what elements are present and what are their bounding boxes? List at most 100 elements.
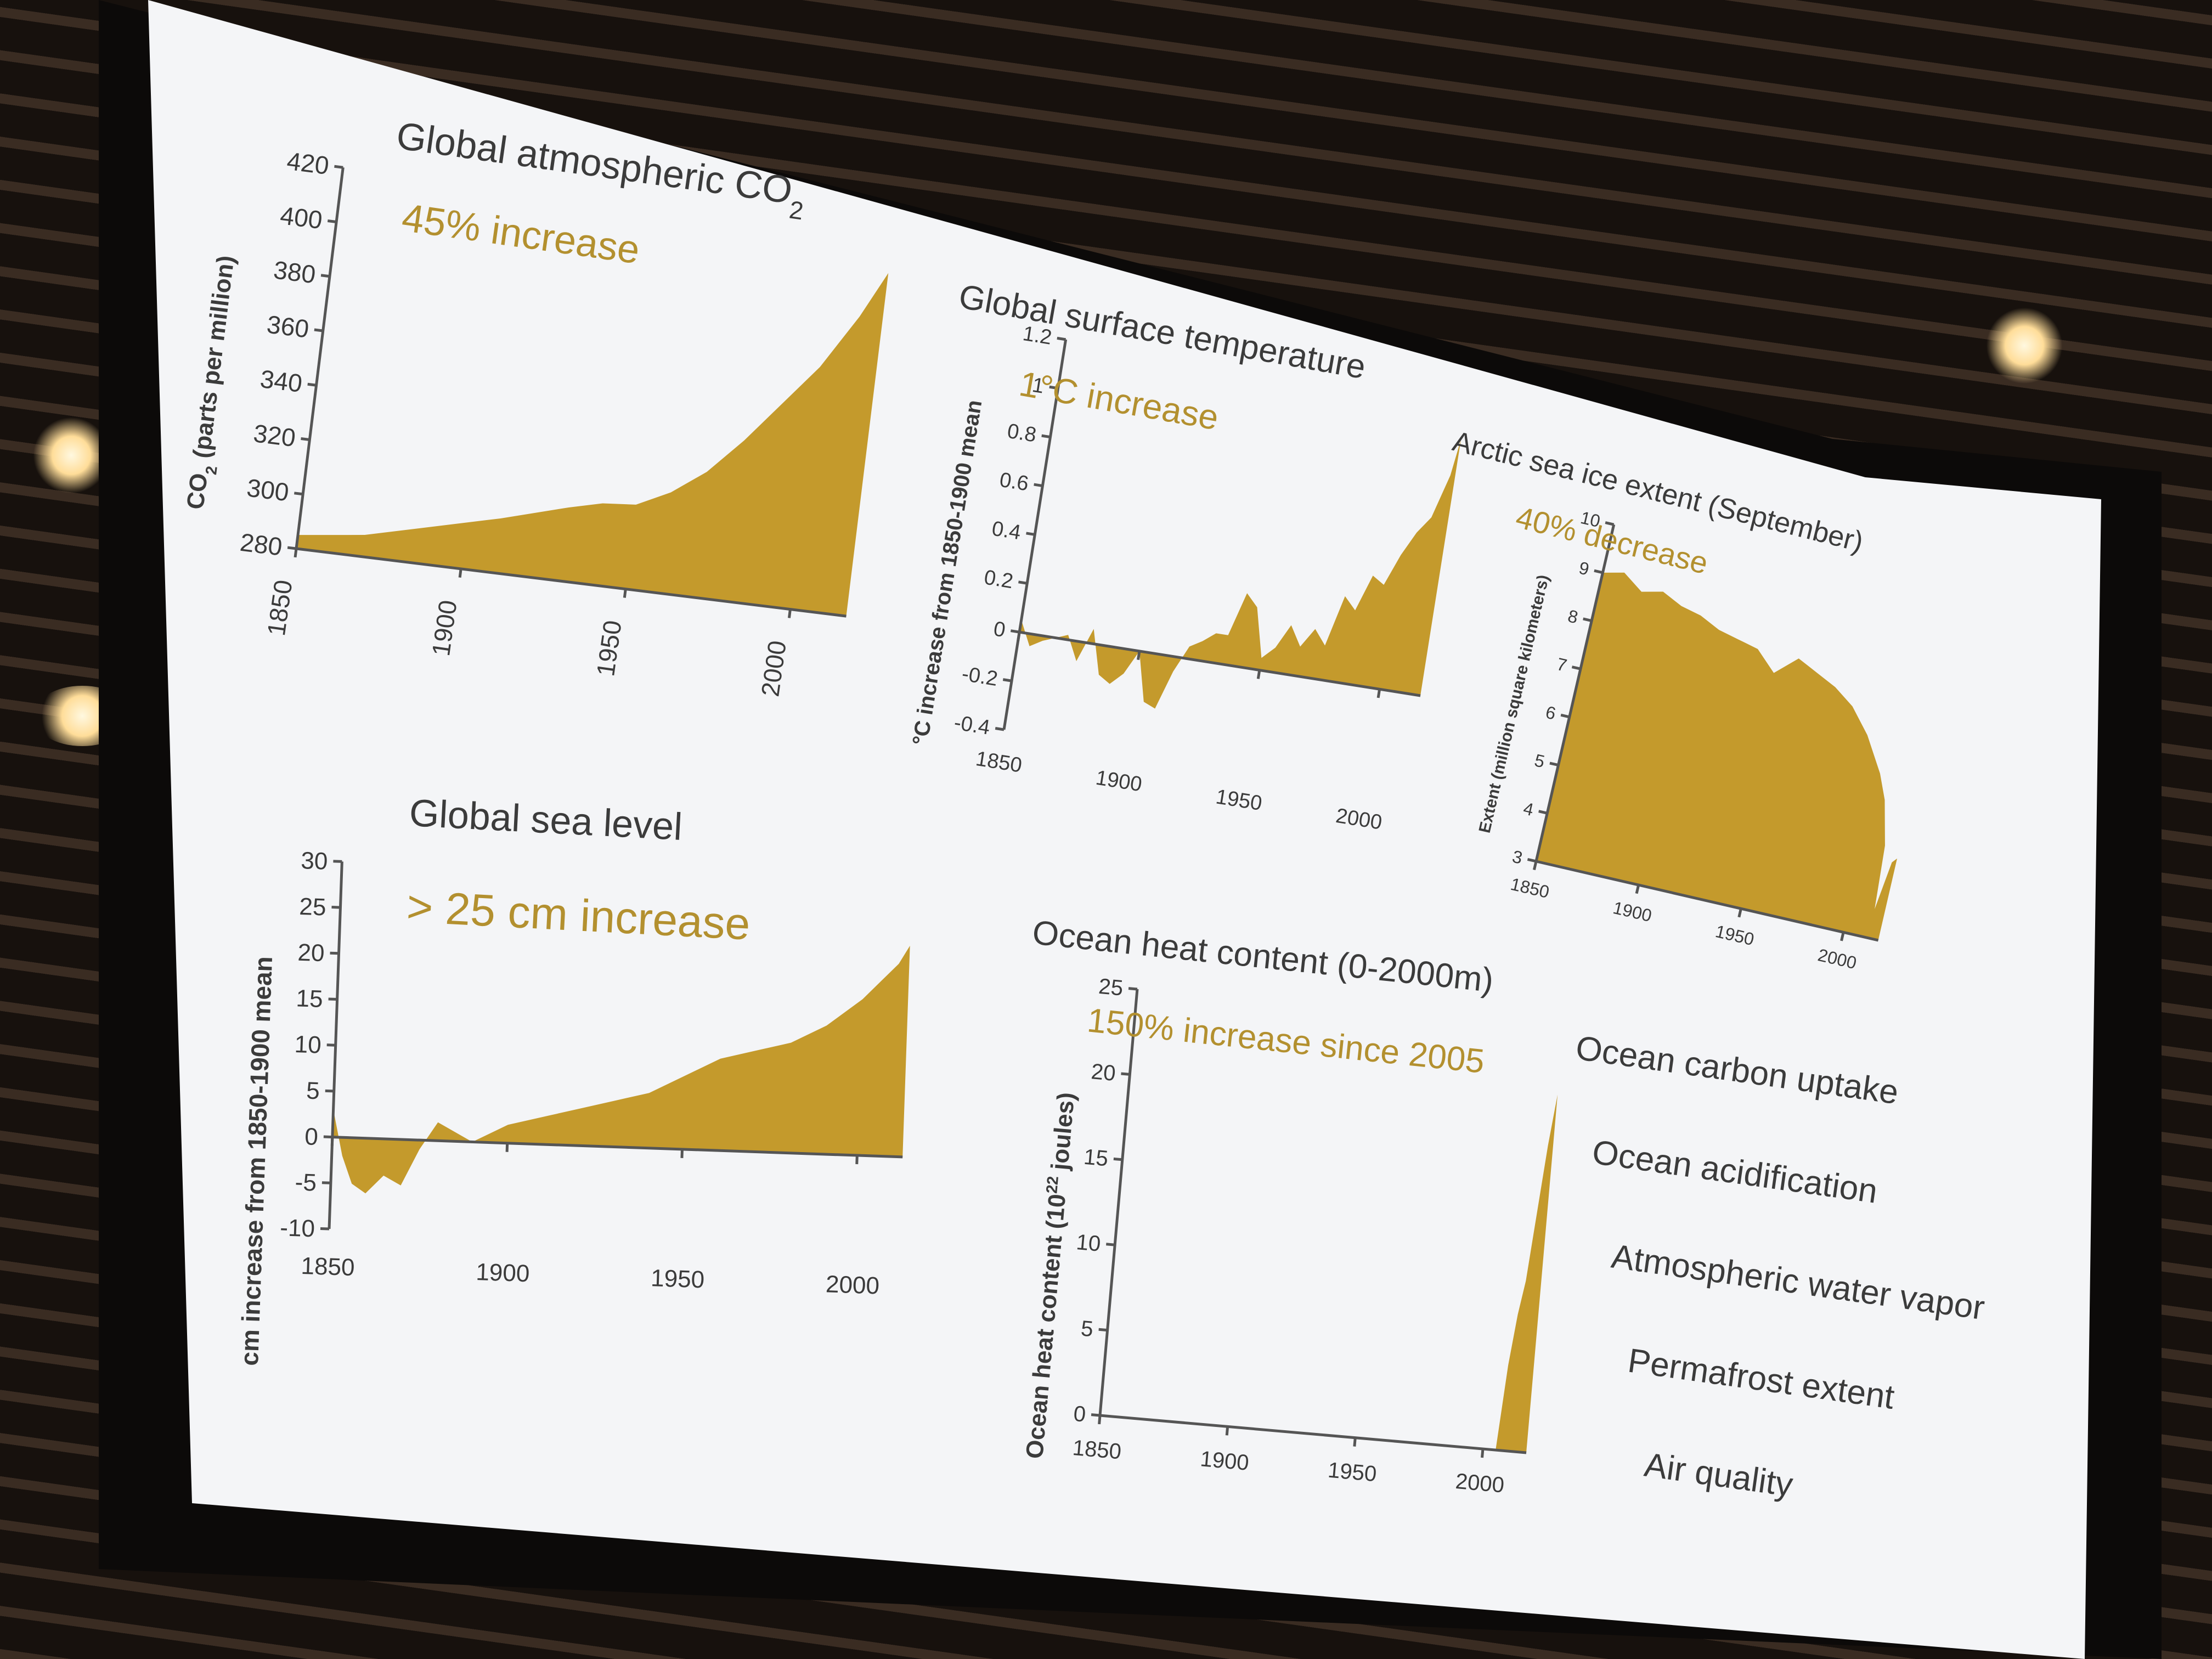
- y-axis-label: Ocean heat content (1022 joules): [1020, 1091, 1080, 1460]
- y-tick-mark: [331, 906, 341, 909]
- x-tick-label: 1950: [591, 618, 627, 678]
- y-tick-label: 400: [279, 201, 324, 234]
- y-axis-label: CO2 (parts per million): [182, 254, 246, 512]
- x-axis-line: [332, 1136, 903, 1159]
- y-tick-mark: [1594, 569, 1604, 574]
- x-tick-mark: [1137, 651, 1141, 661]
- y-tick-label: 25: [299, 893, 327, 921]
- x-axis-line: [296, 547, 847, 618]
- y-tick-label: 20: [1090, 1059, 1116, 1086]
- y-tick-mark: [1018, 580, 1028, 585]
- y-axis-line: [295, 167, 345, 549]
- x-tick-label: 1850: [1509, 874, 1551, 902]
- y-axis-label: °C increase from 1850-1900 mean: [908, 398, 986, 747]
- y-axis-label: Extent (million square kilometers): [1476, 573, 1553, 835]
- y-tick-mark: [1527, 857, 1537, 863]
- chart-subtitle: 45% increase: [399, 196, 642, 273]
- series-area: [332, 945, 910, 1194]
- x-tick-mark: [1840, 932, 1845, 941]
- side-list-item: Ocean acidification: [1590, 1133, 1880, 1211]
- x-tick-label: 1950: [1214, 785, 1263, 815]
- y-tick-mark: [1057, 336, 1066, 341]
- chart-ice: 3 4 5 6 7 8 9 10 1850 1900 1950 2000: [1509, 507, 1898, 973]
- y-tick-label: 10: [1579, 507, 1602, 531]
- series-area: [1019, 439, 1461, 709]
- chart-title-subscript: 2: [787, 195, 805, 225]
- y-axis-label: cm increase from 1850-1900 mean: [235, 956, 278, 1366]
- ceiling-light: [1986, 307, 2063, 384]
- x-axis-line: [1536, 860, 1879, 942]
- y-tick-label: 0.8: [1006, 420, 1038, 447]
- y-tick-mark: [1034, 483, 1043, 488]
- y-tick-mark: [287, 546, 297, 550]
- x-tick-label: 2000: [1816, 945, 1858, 973]
- x-tick-label: 2000: [1334, 804, 1384, 834]
- x-tick-mark: [458, 568, 462, 578]
- y-tick-label: 1.2: [1021, 322, 1053, 349]
- side-list: Ocean carbon uptake Ocean acidification …: [1573, 1029, 1987, 1504]
- y-tick-label: 360: [266, 310, 311, 343]
- y-tick-label: 280: [239, 528, 284, 561]
- y-axis-label-superscript: 22: [1043, 1175, 1062, 1194]
- y-tick-label: 0.4: [990, 517, 1023, 545]
- y-tick-mark: [334, 165, 343, 169]
- x-tick-mark: [623, 589, 627, 598]
- y-tick-label: 320: [252, 419, 297, 452]
- chart-co2: 280 300 320 340 360 380 400 420 1850 1900 1950 2000: [239, 146, 889, 698]
- y-tick-mark: [1549, 761, 1559, 767]
- x-tick-mark: [1256, 670, 1261, 679]
- series-area: [296, 273, 889, 617]
- y-tick-label: 20: [297, 939, 325, 967]
- y-tick-mark: [1605, 521, 1615, 526]
- y-tick-label: 25: [1098, 974, 1124, 1001]
- y-tick-label: 380: [272, 255, 318, 289]
- y-tick-label: 0: [992, 617, 1007, 642]
- x-tick-label: 2000: [825, 1271, 880, 1299]
- y-tick-label: 15: [1083, 1145, 1109, 1171]
- y-axis-line: [1534, 524, 1616, 862]
- x-tick-label: 1900: [1199, 1447, 1250, 1475]
- y-tick-mark: [1538, 810, 1548, 815]
- x-tick-label: 1850: [974, 747, 1024, 777]
- x-tick-label: 1850: [262, 578, 298, 638]
- chart-subtitle: 1°C increase: [1017, 364, 1222, 438]
- x-tick-mark: [1376, 689, 1381, 698]
- y-tick-mark: [327, 219, 337, 223]
- y-tick-mark: [314, 328, 324, 332]
- y-tick-label: 3: [1510, 847, 1524, 868]
- chart-ocean: 0 5 10 15 20 25 1850 1900 1950 2000: [1071, 974, 1558, 1498]
- y-tick-mark: [1002, 678, 1012, 682]
- series-area: [1536, 572, 1898, 940]
- series-area: [1496, 1094, 1558, 1453]
- y-tick-mark: [333, 860, 342, 863]
- y-tick-label: 0.6: [998, 469, 1030, 496]
- y-tick-mark: [320, 1227, 330, 1231]
- side-list-item: Ocean carbon uptake: [1573, 1029, 1901, 1112]
- side-list-item: Atmospheric water vapor: [1609, 1238, 1987, 1328]
- y-tick-mark: [1583, 617, 1592, 622]
- y-tick-label: 0: [1073, 1402, 1087, 1427]
- x-tick-label: 2000: [755, 639, 792, 698]
- chart-subtitle: 150% increase since 2005: [1086, 1001, 1486, 1081]
- y-axis-line: [1098, 989, 1139, 1416]
- x-tick-label: 2000: [1454, 1469, 1505, 1498]
- chart-temp: -0.4-0.200.20.40.60.811.2185019001950200…: [952, 322, 1461, 834]
- chart-subtitle: > 25 cm increase: [405, 882, 752, 950]
- y-tick-label: -0.4: [952, 711, 991, 740]
- x-tick-mark: [1481, 1448, 1485, 1458]
- y-tick-label: 420: [285, 146, 331, 180]
- ceiling-light: [33, 417, 110, 494]
- x-tick-label: 1900: [1094, 766, 1143, 797]
- x-tick-label: 1900: [476, 1259, 531, 1287]
- x-tick-label: 1950: [650, 1265, 705, 1293]
- y-tick-label: 5: [1080, 1316, 1094, 1341]
- y-tick-label: 30: [301, 847, 329, 875]
- y-tick-label: -0.2: [960, 662, 999, 691]
- y-tick-label: -5: [295, 1169, 317, 1196]
- x-tick-mark: [1017, 631, 1021, 641]
- y-tick-mark: [1049, 385, 1058, 390]
- y-tick-label: 5: [306, 1077, 320, 1105]
- y-tick-label: 10: [294, 1031, 322, 1059]
